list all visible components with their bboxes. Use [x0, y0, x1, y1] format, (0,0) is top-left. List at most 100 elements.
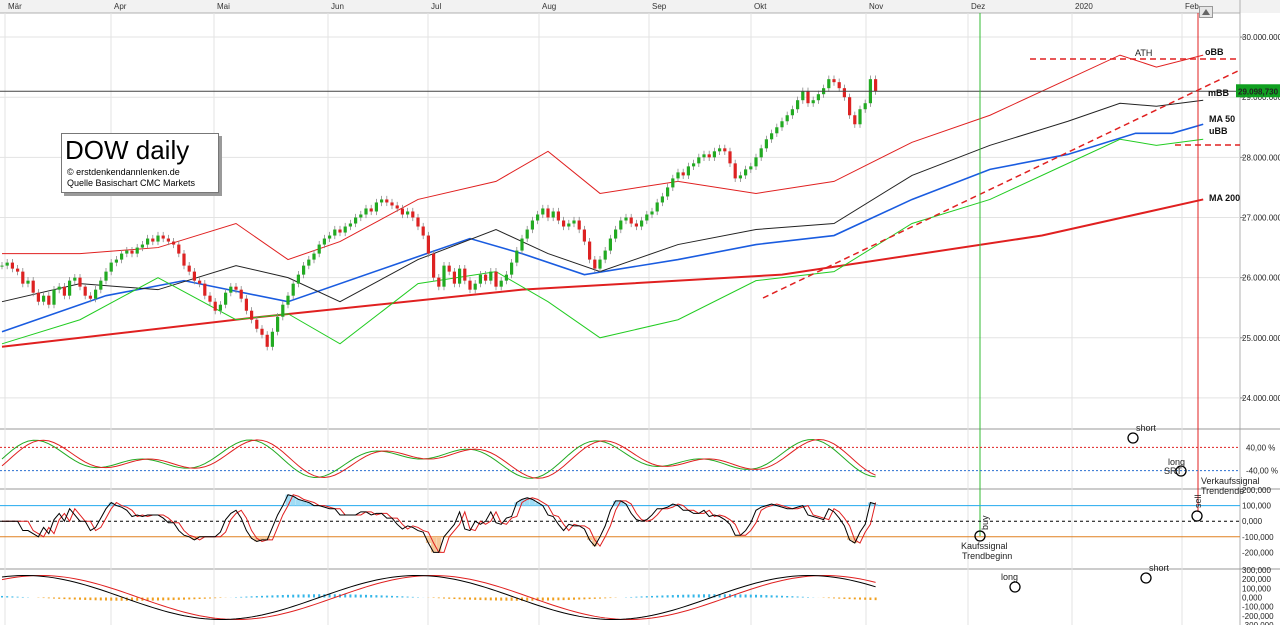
candle	[473, 283, 477, 290]
candle	[598, 259, 602, 269]
short-signal-circle-2	[1140, 572, 1152, 584]
last-price-label: 29.098,730	[1238, 87, 1279, 96]
candle	[702, 154, 706, 158]
sell-signal-circle	[1191, 510, 1203, 522]
candle	[338, 229, 342, 233]
candle	[198, 280, 202, 284]
month-label: Aug	[542, 2, 556, 11]
candle	[400, 208, 404, 215]
candle	[510, 262, 514, 275]
source-line: Quelle Basischart CMC Markets	[67, 178, 196, 188]
osc-tick: 0,000	[1242, 517, 1263, 526]
candle	[874, 79, 878, 92]
candle	[515, 250, 519, 263]
candle	[785, 115, 789, 122]
osc-tick: 200,000	[1242, 486, 1271, 495]
copyright-line: © erstdenkendannlenken.de	[67, 167, 180, 177]
candle	[369, 208, 373, 212]
candle	[588, 241, 592, 260]
osc-tick: -100,000	[1242, 533, 1274, 542]
candle	[5, 262, 9, 266]
chart-title: DOW daily	[65, 135, 190, 165]
verkauf-label-2: Trendende	[1201, 486, 1244, 496]
candle	[437, 277, 441, 287]
candle	[151, 238, 155, 242]
candle	[723, 148, 727, 152]
candle	[728, 151, 732, 164]
label-ubb: uBB	[1209, 126, 1228, 136]
macd-tick: -100,000	[1242, 603, 1274, 612]
candle	[697, 157, 701, 164]
candle	[114, 259, 118, 263]
candle	[650, 211, 654, 215]
candle	[712, 151, 716, 158]
macd-tick: 200,000	[1242, 575, 1271, 584]
candle	[421, 226, 425, 236]
candle	[520, 238, 524, 251]
candle	[172, 241, 176, 245]
candle	[203, 283, 207, 296]
macd-tick: 300,000	[1242, 566, 1271, 575]
candle	[645, 214, 649, 221]
candle	[291, 283, 295, 296]
candle	[775, 127, 779, 134]
candle	[99, 280, 103, 290]
candle	[676, 172, 680, 179]
candle	[52, 289, 56, 305]
candle	[390, 202, 394, 206]
sell-label: sell	[1193, 494, 1203, 508]
candle	[603, 250, 607, 260]
month-label: 2020	[1075, 2, 1093, 11]
candle	[541, 208, 545, 215]
candle	[192, 271, 196, 281]
candle	[374, 202, 378, 212]
macd-signal-line	[1, 575, 876, 620]
candle	[780, 121, 784, 128]
candle	[244, 298, 248, 311]
candle	[364, 208, 368, 215]
macd-tick: 0,000	[1242, 594, 1263, 603]
candle	[140, 244, 144, 248]
price-tick-label: 30.000.000	[1242, 33, 1280, 42]
candle	[224, 292, 228, 305]
candle	[837, 82, 841, 89]
candle	[770, 133, 774, 140]
candle	[536, 214, 540, 221]
candle	[452, 271, 456, 284]
month-header	[0, 0, 1280, 13]
candle	[525, 229, 529, 239]
candle	[614, 229, 618, 239]
candle	[307, 259, 311, 266]
scroll-up-icon[interactable]	[1199, 6, 1213, 18]
candle	[88, 295, 92, 299]
candle	[229, 286, 233, 293]
series-ma-50	[1, 123, 1204, 333]
candle	[692, 163, 696, 167]
candle	[562, 220, 566, 227]
osc-tick: 100,000	[1242, 502, 1271, 511]
candle	[629, 217, 633, 224]
candle	[463, 268, 467, 281]
candle	[749, 166, 753, 170]
candle	[754, 157, 758, 167]
stoch-d-line	[1, 438, 876, 479]
candle	[322, 238, 326, 245]
candle	[239, 289, 243, 299]
short-label-2: short	[1149, 563, 1170, 573]
candle	[442, 265, 446, 287]
candle	[10, 262, 14, 269]
long-signal-circle	[1175, 465, 1187, 477]
label-ma50: MA 50	[1209, 114, 1235, 124]
trend-line	[762, 69, 1241, 299]
month-label: Feb	[1185, 2, 1199, 11]
candle	[57, 286, 61, 290]
candle	[68, 280, 72, 296]
candle	[276, 316, 280, 332]
candle	[551, 211, 555, 218]
osc-tick: -200,000	[1242, 548, 1274, 557]
candle	[21, 271, 25, 284]
candle	[328, 235, 332, 239]
verkauf-label-1: Verkaufssignal	[1201, 476, 1260, 486]
buy-signal-circle	[974, 530, 986, 542]
